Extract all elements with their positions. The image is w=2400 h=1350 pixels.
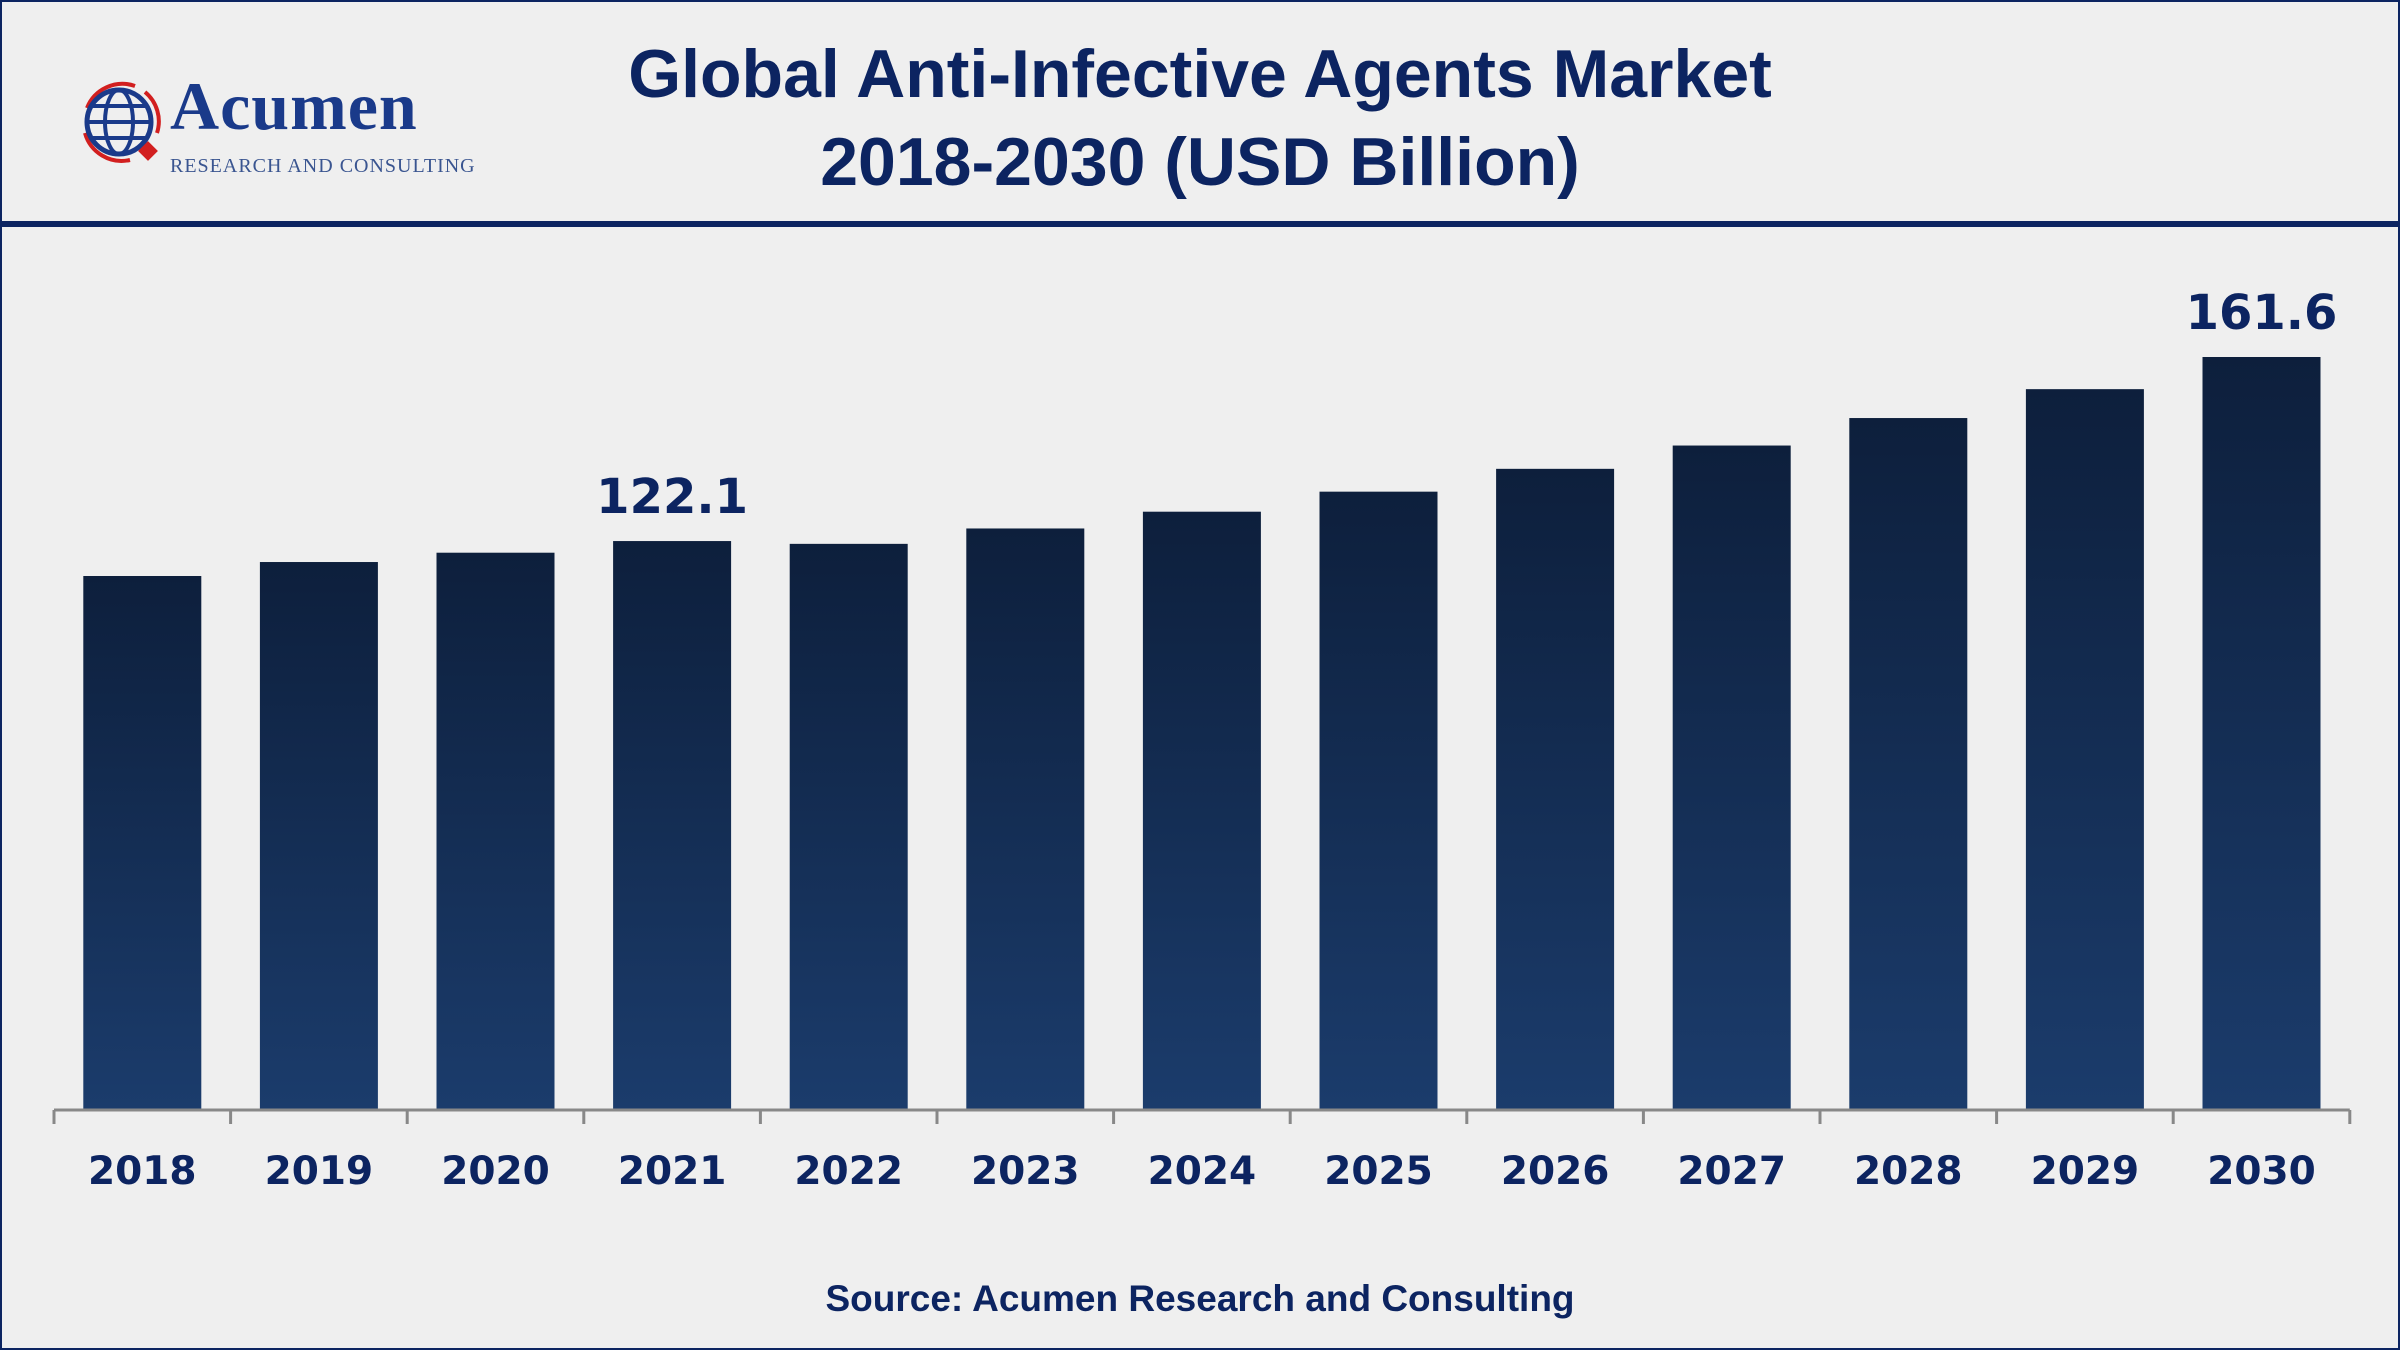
x-tick-label: 2025 bbox=[1324, 1149, 1433, 1194]
x-tick-label: 2021 bbox=[618, 1149, 727, 1194]
x-tick-label: 2026 bbox=[1501, 1149, 1610, 1194]
x-tick-label: 2028 bbox=[1854, 1149, 1963, 1194]
bar-2028 bbox=[1849, 418, 1968, 1110]
x-tick-label: 2023 bbox=[971, 1149, 1080, 1194]
x-tick-label: 2019 bbox=[265, 1149, 374, 1194]
data-label-2030: 161.6 bbox=[2186, 285, 2338, 341]
x-tick-label: 2030 bbox=[2207, 1149, 2316, 1194]
header-divider bbox=[0, 221, 2400, 227]
x-tick-label: 2022 bbox=[794, 1149, 903, 1194]
bar-2029 bbox=[2025, 389, 2144, 1110]
source-note: Source: Acumen Research and Consulting bbox=[825, 1278, 1575, 1319]
bar-2018 bbox=[83, 576, 202, 1110]
x-tick-label: 2029 bbox=[2031, 1149, 2140, 1194]
acumen-logo: Acumen RESEARCH AND CONSULTING bbox=[75, 68, 475, 185]
x-tick-label: 2024 bbox=[1148, 1149, 1257, 1194]
bar-2022 bbox=[789, 543, 908, 1110]
data-label-2021: 122.1 bbox=[596, 469, 748, 525]
bar-2023 bbox=[966, 528, 1085, 1110]
logo-name: Acumen bbox=[170, 68, 418, 144]
globe-icon bbox=[83, 81, 161, 163]
chart-title-line1: Global Anti-Infective Agents Market bbox=[628, 36, 1772, 112]
bar-2025 bbox=[1319, 491, 1438, 1111]
x-tick-label: 2020 bbox=[441, 1149, 550, 1194]
x-tick-label: 2027 bbox=[1677, 1149, 1786, 1194]
bar-2027 bbox=[1672, 445, 1791, 1110]
chart-title-line2: 2018-2030 (USD Billion) bbox=[820, 124, 1580, 200]
bar-2024 bbox=[1142, 511, 1261, 1110]
logo-tagline: RESEARCH AND CONSULTING bbox=[170, 155, 476, 177]
bar-2021 bbox=[613, 541, 732, 1110]
bar-2026 bbox=[1496, 468, 1615, 1111]
bar-2030 bbox=[2202, 357, 2321, 1110]
bar-2020 bbox=[436, 552, 555, 1110]
bar-2019 bbox=[259, 562, 378, 1110]
x-tick-label: 2018 bbox=[88, 1149, 197, 1194]
